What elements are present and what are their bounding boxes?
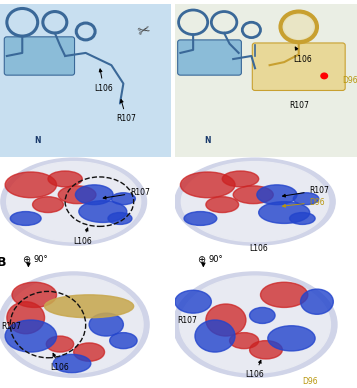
Ellipse shape [250,307,275,324]
Ellipse shape [206,304,246,336]
Ellipse shape [293,193,319,204]
Ellipse shape [53,354,91,372]
Ellipse shape [250,341,282,359]
Ellipse shape [10,211,41,225]
Ellipse shape [4,276,143,373]
Ellipse shape [5,320,56,352]
Ellipse shape [5,172,56,198]
Text: R107: R107 [116,100,136,123]
Ellipse shape [233,186,273,204]
Ellipse shape [74,343,105,361]
FancyBboxPatch shape [178,40,241,75]
Text: L106: L106 [249,244,268,253]
Ellipse shape [111,193,135,204]
Text: ⊕: ⊕ [197,255,205,265]
Text: L106: L106 [94,69,113,93]
Ellipse shape [268,326,315,351]
Text: D96: D96 [342,76,357,85]
Ellipse shape [257,185,297,204]
Text: R107: R107 [289,100,309,109]
Ellipse shape [222,171,259,187]
Ellipse shape [230,333,259,349]
Ellipse shape [79,201,127,222]
Text: N: N [34,136,41,145]
Ellipse shape [12,282,56,307]
Ellipse shape [58,186,96,204]
Text: L106: L106 [73,228,92,246]
Ellipse shape [75,185,113,204]
Ellipse shape [206,197,239,213]
Text: R107: R107 [177,315,197,324]
Ellipse shape [48,171,82,187]
Ellipse shape [7,162,141,242]
Text: 90°: 90° [208,255,223,264]
Ellipse shape [0,272,149,377]
Ellipse shape [32,197,64,213]
FancyBboxPatch shape [252,43,345,90]
FancyBboxPatch shape [4,37,75,75]
Text: ✂: ✂ [136,23,152,40]
Ellipse shape [259,202,310,223]
Ellipse shape [195,320,235,352]
Ellipse shape [45,295,134,318]
Ellipse shape [290,213,315,224]
Text: B: B [0,256,6,268]
Ellipse shape [184,211,217,225]
Ellipse shape [108,213,132,224]
Text: L106: L106 [246,360,265,379]
Ellipse shape [7,302,45,334]
Ellipse shape [301,289,333,314]
Text: D96: D96 [282,197,325,207]
Text: R107: R107 [103,188,150,199]
Ellipse shape [173,272,337,377]
Ellipse shape [110,333,137,349]
Ellipse shape [46,336,74,352]
Circle shape [283,14,314,40]
Text: N: N [205,136,211,145]
Text: R107: R107 [2,322,21,331]
Ellipse shape [89,313,124,336]
Ellipse shape [180,276,331,373]
Ellipse shape [261,282,308,307]
Ellipse shape [175,290,211,313]
Ellipse shape [1,158,146,245]
Text: 90°: 90° [34,255,48,264]
Ellipse shape [181,162,329,242]
Circle shape [321,73,327,79]
Ellipse shape [180,172,235,198]
Text: ⊕: ⊕ [22,255,30,265]
Text: R107: R107 [282,186,330,197]
Text: D96: D96 [302,377,318,386]
Text: A: A [0,0,8,2]
Text: L106: L106 [51,353,69,372]
Text: L106: L106 [293,47,312,64]
Ellipse shape [175,158,335,245]
